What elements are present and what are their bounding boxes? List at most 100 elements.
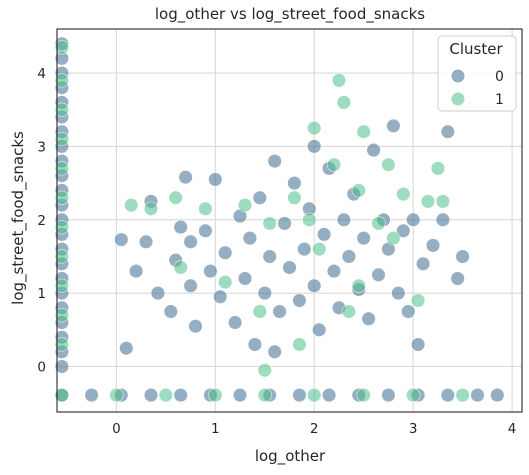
data-point-cluster-0: [151, 286, 165, 300]
data-point-cluster-1: [312, 242, 326, 256]
data-point-cluster-1: [174, 261, 188, 275]
data-point-cluster-1: [372, 217, 386, 231]
data-point-cluster-0: [357, 231, 371, 245]
data-point-cluster-0: [416, 257, 430, 271]
y-tick-label: 1: [37, 286, 46, 302]
data-point-cluster-0: [367, 143, 381, 157]
data-point-cluster-0: [115, 233, 129, 247]
data-point-cluster-0: [426, 239, 440, 253]
data-point-cluster-1: [337, 96, 351, 110]
data-point-cluster-0: [327, 264, 341, 278]
data-point-cluster-0: [298, 242, 312, 256]
data-point-cluster-0: [199, 224, 213, 238]
legend-label-1: 1: [495, 92, 504, 108]
data-point-cluster-0: [387, 119, 401, 133]
data-point-cluster-1: [397, 187, 411, 201]
data-point-cluster-0: [283, 261, 297, 275]
tick-labels: 0 1 2 3 4 0 1 2 3 4: [37, 66, 516, 437]
data-point-cluster-0: [288, 176, 302, 190]
data-point-cluster-0: [268, 154, 282, 168]
data-point-cluster-1: [303, 213, 317, 227]
data-point-cluster-1: [199, 202, 213, 216]
y-tick-label: 4: [37, 66, 46, 82]
data-point-cluster-0: [268, 345, 282, 359]
x-tick-label: 4: [508, 421, 517, 437]
x-tick-label: 1: [211, 421, 220, 437]
data-point-cluster-1: [456, 388, 470, 402]
data-point-cluster-0: [174, 388, 188, 402]
data-point-cluster-1: [209, 388, 223, 402]
data-point-cluster-1: [169, 191, 183, 205]
data-point-cluster-0: [179, 170, 193, 184]
data-point-cluster-0: [209, 173, 223, 187]
y-tick-label: 0: [37, 360, 46, 376]
data-point-cluster-0: [307, 140, 321, 154]
data-point-cluster-1: [218, 275, 232, 289]
legend-label-0: 0: [495, 69, 504, 85]
data-point-cluster-0: [317, 228, 331, 242]
data-point-cluster-0: [401, 305, 415, 319]
x-tick-label: 2: [310, 421, 319, 437]
data-point-cluster-0: [372, 268, 386, 282]
data-point-cluster-1: [253, 305, 267, 319]
x-tick-label: 3: [409, 421, 418, 437]
legend-marker-0: [451, 69, 465, 83]
data-point-cluster-1: [406, 388, 420, 402]
data-point-cluster-1: [159, 388, 173, 402]
y-tick-label: 2: [37, 213, 46, 229]
data-point-cluster-1: [436, 195, 450, 209]
legend: Cluster 0 1: [438, 36, 516, 111]
data-point-cluster-0: [139, 235, 153, 249]
data-point-cluster-0: [204, 264, 218, 278]
data-point-cluster-1: [263, 217, 277, 231]
data-point-cluster-1: [144, 202, 158, 216]
data-point-cluster-0: [228, 316, 242, 330]
data-point-cluster-0: [174, 220, 188, 234]
data-point-cluster-0: [307, 279, 321, 293]
data-point-cluster-0: [184, 235, 198, 249]
y-tick-label: 3: [37, 139, 46, 155]
data-point-cluster-1: [307, 388, 321, 402]
data-point-cluster-1: [357, 388, 371, 402]
data-point-cluster-1: [288, 191, 302, 205]
x-axis-label: log_other: [255, 447, 326, 466]
legend-title: Cluster: [449, 40, 503, 58]
data-point-cluster-1: [352, 184, 366, 198]
data-point-cluster-1: [258, 363, 272, 377]
data-point-cluster-0: [238, 272, 252, 286]
data-point-cluster-1: [421, 195, 435, 209]
data-point-cluster-1: [352, 279, 366, 293]
data-point-cluster-0: [233, 388, 247, 402]
data-point-cluster-0: [273, 305, 287, 319]
data-point-cluster-1: [431, 162, 445, 176]
data-point-cluster-1: [342, 305, 356, 319]
data-point-cluster-0: [312, 323, 326, 337]
y-axis-label: log_street_food_snacks: [9, 131, 28, 305]
data-point-cluster-0: [258, 286, 272, 300]
data-point-cluster-0: [120, 341, 134, 355]
data-point-cluster-0: [129, 264, 143, 278]
data-point-cluster-0: [144, 388, 158, 402]
data-point-cluster-1: [110, 388, 124, 402]
data-point-cluster-1: [238, 198, 252, 212]
data-point-cluster-1: [357, 125, 371, 139]
data-point-cluster-1: [293, 338, 307, 352]
data-point-cluster-0: [184, 279, 198, 293]
data-point-cluster-0: [456, 250, 470, 264]
data-point-cluster-1: [124, 198, 138, 212]
data-point-cluster-0: [441, 125, 455, 139]
data-point-cluster-0: [451, 272, 465, 286]
data-point-cluster-0: [491, 388, 505, 402]
data-point-cluster-1: [307, 121, 321, 135]
data-point-cluster-0: [392, 286, 406, 300]
data-point-cluster-0: [342, 250, 356, 264]
data-point-cluster-0: [471, 388, 485, 402]
data-point-cluster-0: [164, 305, 178, 319]
data-point-cluster-1: [382, 158, 396, 172]
data-point-cluster-0: [382, 388, 396, 402]
data-point-cluster-0: [189, 319, 203, 333]
data-point-cluster-0: [243, 231, 257, 245]
x-tick-label: 0: [112, 421, 121, 437]
data-point-cluster-0: [337, 213, 351, 227]
